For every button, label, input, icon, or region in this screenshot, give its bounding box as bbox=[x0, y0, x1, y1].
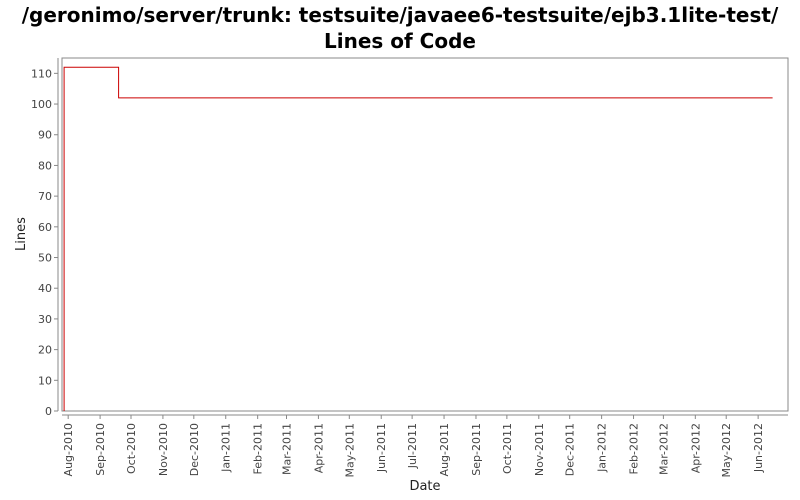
x-tick-label: May-2011 bbox=[343, 423, 356, 478]
x-tick-label: Oct-2011 bbox=[501, 423, 514, 474]
y-tick-label: 50 bbox=[38, 252, 52, 265]
x-tick-label: Apr-2012 bbox=[689, 423, 702, 473]
y-axis-label: Lines bbox=[14, 217, 29, 251]
x-axis: Aug-2010 Sep-2010 Oct-2010 Nov-2010 Dec-2010… bbox=[62, 414, 788, 478]
x-tick-label: Aug-2011 bbox=[438, 423, 451, 476]
x-tick-label: Apr-2011 bbox=[312, 423, 325, 473]
y-tick-label: 10 bbox=[38, 374, 52, 387]
x-tick-label: Sep-2011 bbox=[470, 423, 483, 476]
y-tick-label: 20 bbox=[38, 344, 52, 357]
y-axis: 0 10 20 30 40 50 60 70 80 90 100 110 bbox=[31, 58, 59, 418]
x-tick-label: Feb-2012 bbox=[628, 423, 641, 474]
x-tick-label: Dec-2010 bbox=[188, 423, 201, 476]
x-tick-label: May-2012 bbox=[720, 423, 733, 478]
y-tick-label: 60 bbox=[38, 221, 52, 234]
x-tick-label: Feb-2011 bbox=[252, 423, 265, 474]
y-tick-label: 90 bbox=[38, 129, 52, 142]
x-tick-label: Jun-2012 bbox=[752, 423, 765, 473]
y-tick-label: 80 bbox=[38, 159, 52, 172]
y-tick-label: 100 bbox=[31, 98, 52, 111]
y-tick-label: 40 bbox=[38, 282, 52, 295]
x-tick-label: Mar-2011 bbox=[280, 423, 293, 475]
y-tick-label: 110 bbox=[31, 67, 52, 80]
series-line-0 bbox=[63, 66, 773, 411]
x-tick-label: Dec-2011 bbox=[564, 423, 577, 476]
y-tick-label: 0 bbox=[45, 405, 52, 418]
x-axis-label: Date bbox=[409, 479, 440, 494]
series-layer bbox=[63, 66, 773, 411]
x-tick-label: Jun-2011 bbox=[375, 423, 388, 473]
x-tick-label: Nov-2010 bbox=[157, 423, 170, 476]
plot-area bbox=[61, 57, 789, 412]
x-tick-label: Jul-2011 bbox=[406, 423, 419, 469]
x-tick-label: Nov-2011 bbox=[533, 423, 546, 476]
x-tick-label: Aug-2010 bbox=[62, 423, 75, 476]
chart-title: /geronimo/server/trunk: testsuite/javaee… bbox=[21, 3, 779, 53]
x-tick-label: Mar-2012 bbox=[657, 423, 670, 475]
x-tick-label: Jan-2011 bbox=[220, 423, 233, 473]
x-tick-label: Sep-2010 bbox=[94, 423, 107, 476]
x-tick-label: Jan-2012 bbox=[596, 423, 609, 473]
y-tick-label: 30 bbox=[38, 313, 52, 326]
y-tick-label: 70 bbox=[38, 190, 52, 203]
x-tick-label: Oct-2010 bbox=[125, 423, 138, 474]
